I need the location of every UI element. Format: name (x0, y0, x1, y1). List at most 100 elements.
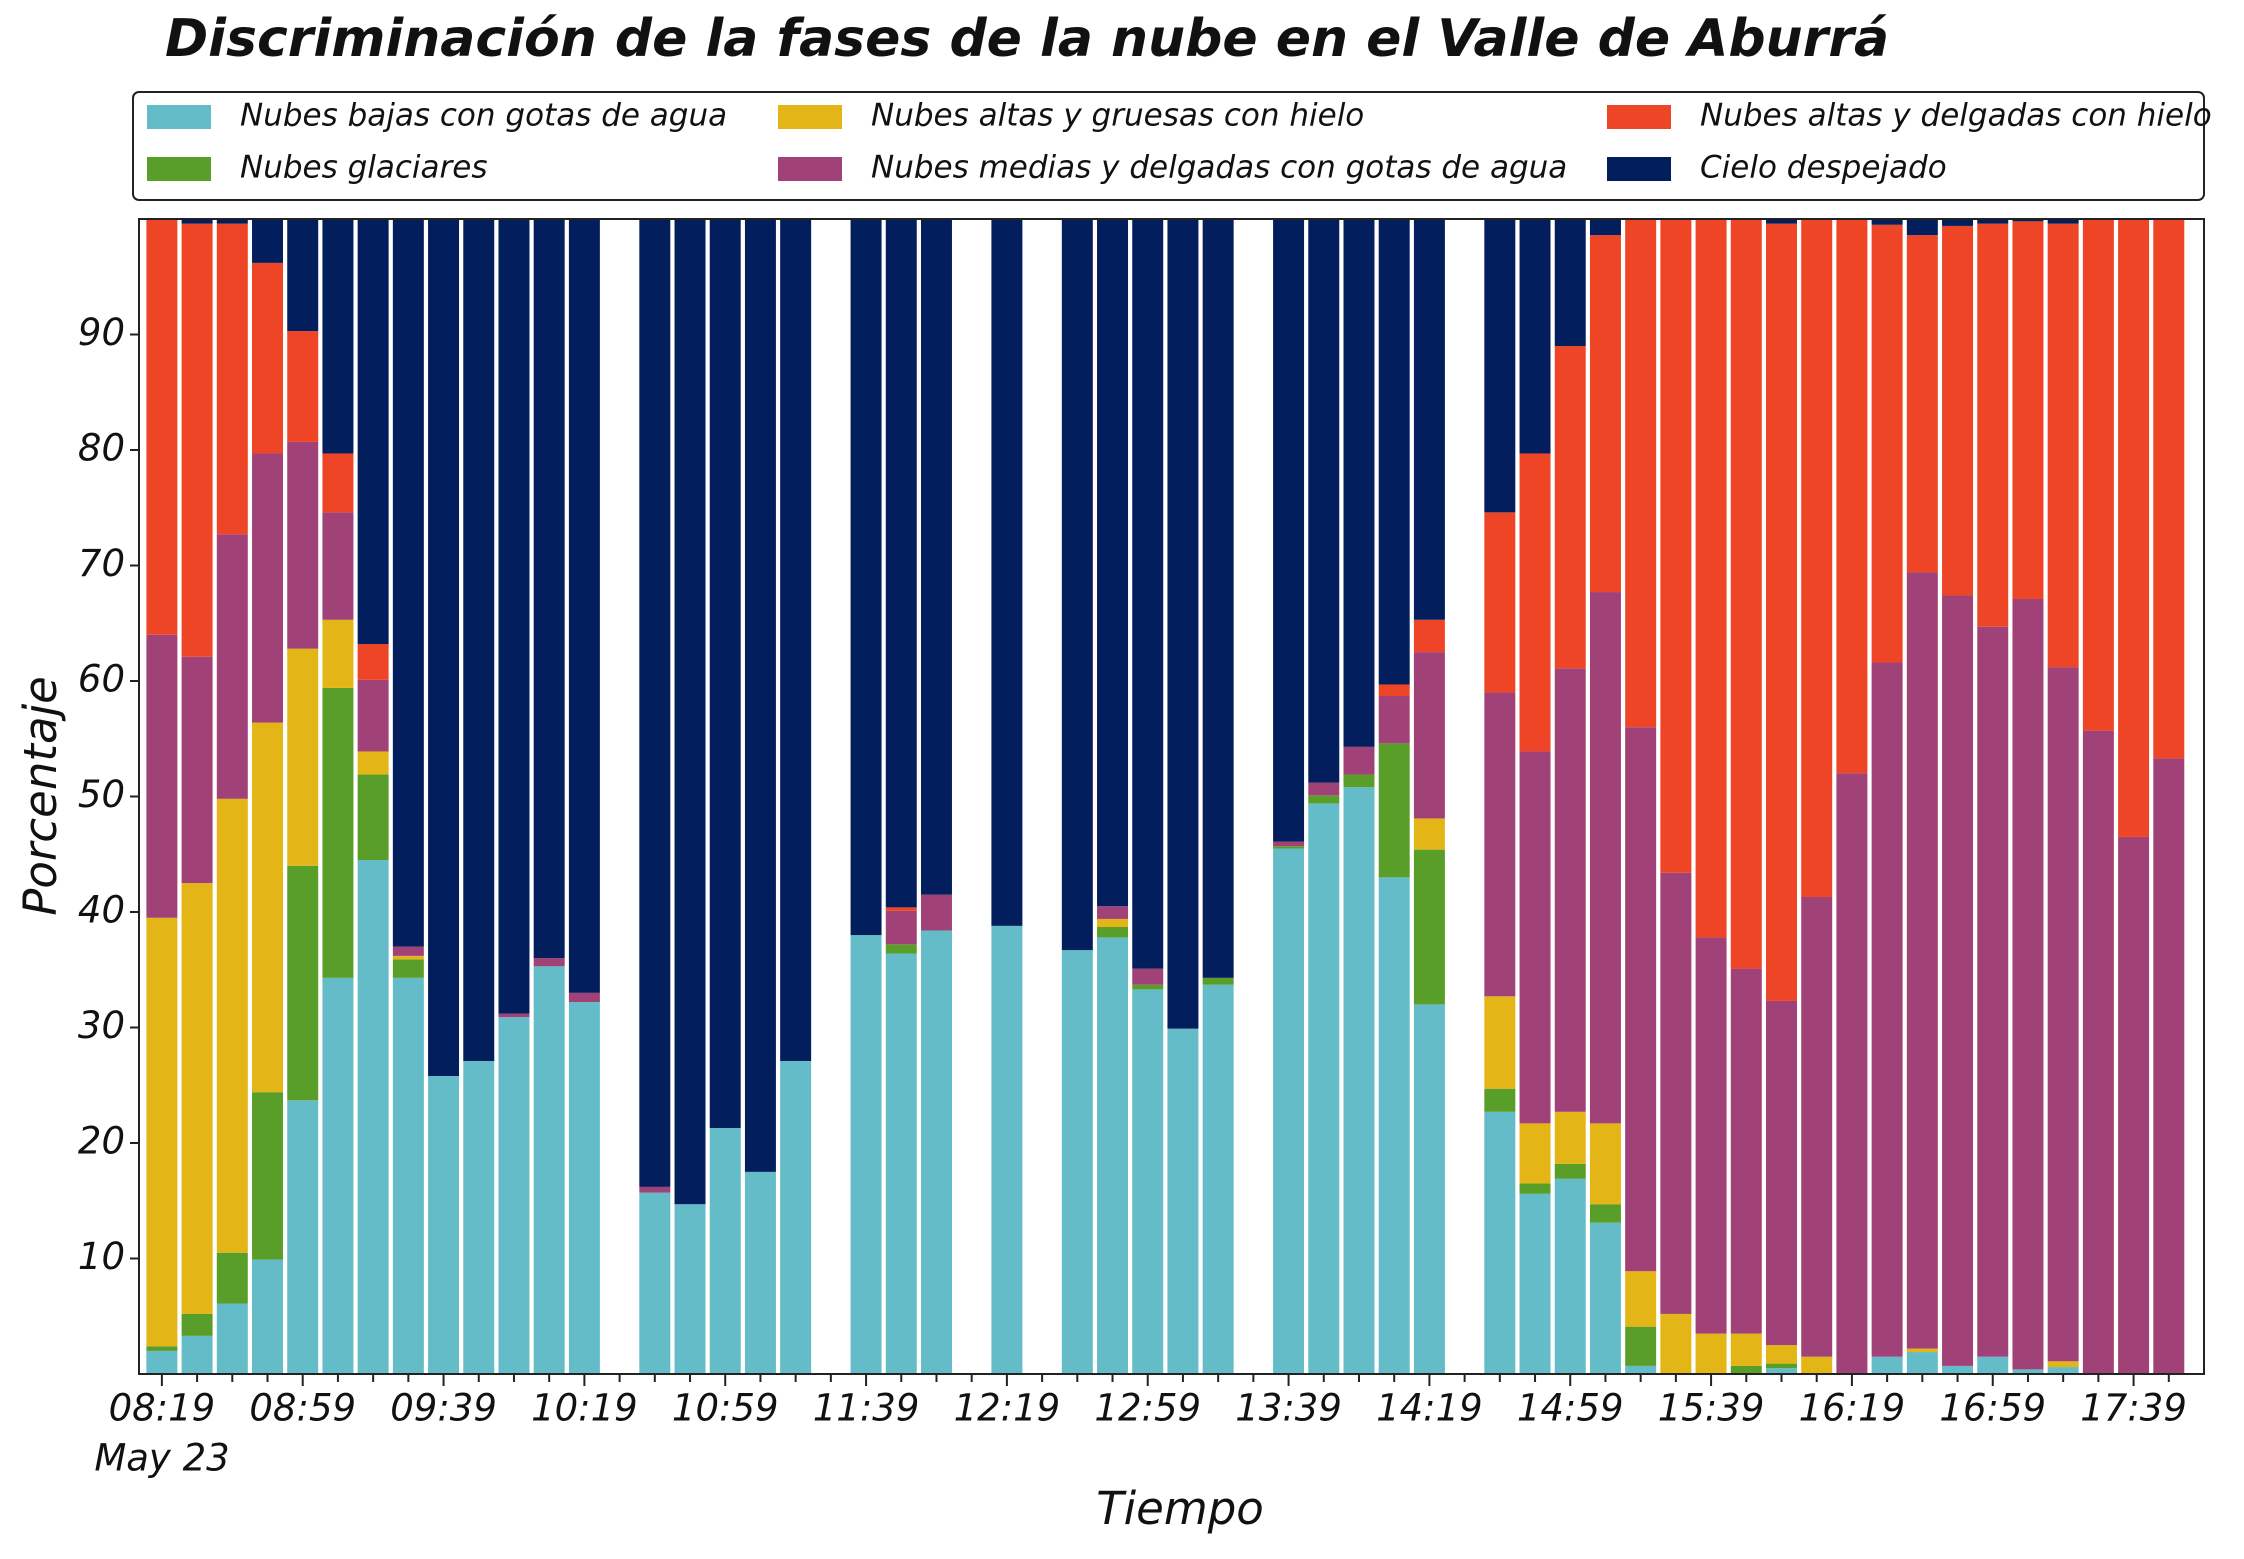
bar-segment (1554, 1178, 1586, 1374)
bar-segment (1906, 572, 1938, 1349)
bar-segment (1519, 1123, 1551, 1184)
bar-segment (885, 944, 917, 954)
bar-segment (1484, 512, 1516, 693)
legend-swatch (1607, 157, 1671, 181)
bar-segment (1132, 984, 1164, 990)
y-axis-label: Porcentaje (14, 676, 67, 916)
bar-segment (322, 512, 354, 620)
bar-segment (1977, 1356, 2009, 1374)
bar-segment (1589, 1123, 1621, 1205)
bar-segment (1589, 1204, 1621, 1223)
bar-segment (1484, 1088, 1516, 1112)
legend-swatch (1607, 105, 1671, 129)
bar-segment (920, 894, 952, 931)
bar-segment (1273, 841, 1305, 847)
bar-segment (1625, 1326, 1657, 1366)
bar-segment (322, 453, 354, 513)
bar-segment (1554, 1111, 1586, 1164)
bar-segment (1801, 896, 1833, 1357)
bar-segment (1202, 977, 1234, 985)
bar-segment (1378, 684, 1410, 697)
bar-segment (1519, 1193, 1551, 1374)
y-tick-label: 90 (78, 311, 125, 354)
bar-segment (1132, 219, 1164, 969)
x-tick-label: 10:19 (531, 1387, 638, 1430)
bar-segment (2012, 598, 2044, 1370)
bar-segment (1061, 219, 1093, 951)
bar-segment (2118, 219, 2150, 837)
bar-segment (674, 1204, 706, 1374)
bar-segment (1766, 219, 1797, 224)
bar-segment (392, 977, 424, 1374)
bar-segment (1343, 774, 1375, 788)
bar-segment (216, 219, 248, 224)
bar-segment (991, 219, 1023, 926)
bar-segment (322, 219, 354, 454)
bar-segment (252, 1092, 284, 1260)
legend-label: Nubes bajas con gotas de agua (240, 98, 727, 134)
bar-segment (2153, 758, 2185, 1374)
bar-segment (1871, 1356, 1903, 1374)
legend-label: Nubes medias y delgadas con gotas de agu… (871, 150, 1567, 186)
bar-segment (639, 219, 671, 1187)
bar-segment (850, 219, 882, 936)
bar-segment (2047, 219, 2079, 224)
bar-segment (1871, 219, 1903, 225)
bar-segment (1413, 219, 1445, 620)
bar-segment (2082, 219, 2114, 731)
bar-segment (1202, 219, 1234, 978)
x-tick-label: 11:39 (813, 1387, 920, 1430)
bar-segment (1977, 626, 2009, 1357)
bar-segment (1167, 219, 1199, 1029)
x-tick-label: 15:39 (1658, 1387, 1765, 1430)
bar-segment (463, 1060, 495, 1374)
bar-segment (1413, 652, 1445, 819)
bar-segment (181, 1313, 213, 1336)
bar-segment (850, 935, 882, 1374)
bar-segment (498, 1017, 530, 1374)
bar-segment (428, 219, 460, 1077)
bar-segment (181, 883, 213, 1314)
y-tick-label: 60 (78, 658, 125, 701)
bar-segment (2118, 836, 2150, 1374)
bar-segment (2047, 223, 2079, 668)
bar-segment (1730, 1365, 1762, 1374)
legend-swatch (147, 157, 211, 181)
bar-segment (1766, 223, 1797, 1001)
bar-segment (1766, 1368, 1797, 1374)
bar-segment (1589, 235, 1621, 593)
bar-segment (1308, 219, 1340, 783)
x-tick-label: 14:59 (1517, 1387, 1624, 1430)
bar-segment (181, 656, 213, 884)
bar-segment (920, 219, 952, 895)
bar-segment (322, 619, 354, 688)
bar-segment (1378, 877, 1410, 1374)
bar-segment (1942, 1365, 1974, 1374)
bar-segment (1097, 219, 1129, 907)
bar-segment (252, 722, 284, 1093)
bar-segment (1730, 968, 1762, 1334)
bar-segment (1167, 1028, 1199, 1374)
bar-segment (1625, 219, 1657, 728)
bar-segment (2012, 221, 2044, 599)
bar-segment (1906, 219, 1938, 236)
bar-segment (1589, 592, 1621, 1124)
legend (132, 91, 2205, 201)
bar-segment (1766, 1345, 1797, 1364)
bar-segment (1308, 803, 1340, 1374)
bar-segment (2047, 1361, 2079, 1368)
bar-segment (252, 453, 284, 723)
bar-segment (1766, 1000, 1797, 1346)
bar-segment (216, 1252, 248, 1304)
bar-segment (780, 219, 812, 1061)
bar-segment (1554, 346, 1586, 669)
bar-segment (1766, 1363, 1797, 1369)
bar-segment (1097, 937, 1129, 1374)
bar-segment (2047, 667, 2079, 1362)
bar-segment (533, 958, 565, 967)
bar-segment (1097, 927, 1129, 938)
bar-segment (1519, 219, 1551, 454)
x-tick-label: 08:59 (249, 1387, 356, 1430)
bar-segment (1554, 1163, 1586, 1179)
bar-segment (991, 925, 1023, 1374)
